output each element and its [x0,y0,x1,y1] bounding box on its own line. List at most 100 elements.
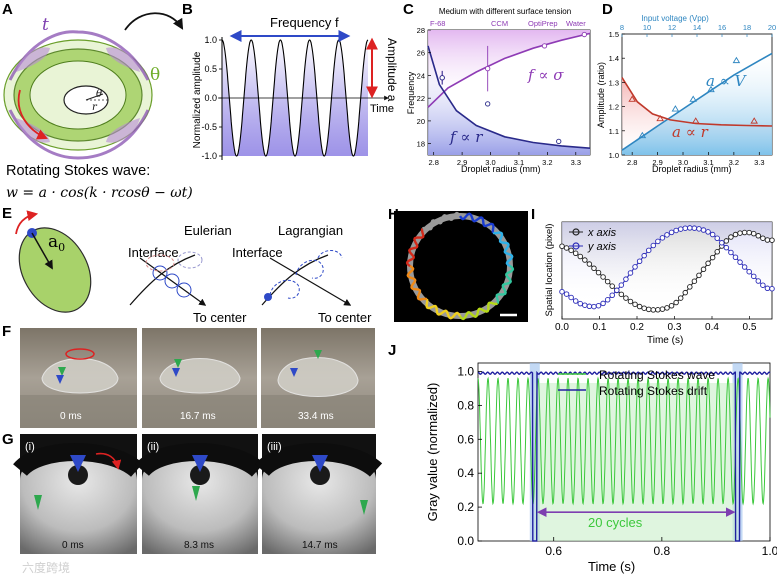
a-t-label: t [42,15,49,35]
d-xtick-label: 3.0 [678,158,688,167]
panel-b: Normalized amplitude 1.0 0.5 0.0 -0.5 -1.0 F… [192,15,399,161]
panel-a: t θ θ r Rotating Stokes wave: w = a · co… [3,12,193,201]
i-point [600,300,606,307]
c-point [541,43,548,49]
i-point [609,283,615,289]
d-xtick-label: 2.9 [652,158,662,167]
j-ytick-label: 0.4 [457,466,474,480]
c-ann-sigma: f ∝ σ [527,66,564,84]
i-point [755,233,762,239]
d-xtick-label: 2.8 [627,158,637,167]
a-wave-title: Rotating Stokes wave: [6,163,150,179]
g-frame-2: (ii) 8.3 ms [135,434,265,554]
i-point [623,276,629,282]
j-series-drift [477,370,771,542]
d-point [671,105,680,112]
j-series-wave [477,376,771,506]
i-point [673,227,679,234]
d-point [656,114,664,122]
i-legend-x: x axis [587,227,617,239]
e-a0-label: a0 [48,232,65,254]
panel-letter-b: B [182,1,193,18]
i-point [723,238,730,244]
i-point [769,285,775,292]
h-ring-segment [425,298,461,320]
i-point [677,226,684,232]
g-time-3: 14.7 ms [302,540,338,551]
panel-letter-j: J [388,342,396,359]
j-ytick-label: 0.2 [457,500,474,514]
c-ytick-label: 24 [417,71,425,80]
d-point [707,85,715,93]
i-point [737,230,743,236]
g-frame-1: (i) 0 ms [13,434,143,554]
d-top-title: Input voltage (Vpp) [641,14,709,23]
d-ytick-label: 1.4 [609,54,619,63]
g-label-3: (iii) [267,441,282,453]
j-legend-wave: Rotating Stokes wave [599,368,715,382]
i-point [577,253,584,260]
h-ring-segment [405,228,425,267]
h-ring-segment [459,212,495,234]
d-toptick-label: 20 [768,23,776,32]
d-point [638,131,647,139]
panel-letter-g: G [2,431,14,448]
i-point [668,302,675,309]
d-fill [622,53,772,155]
d-ytick-label: 1.0 [609,151,619,160]
c-xtick-label: 3.0 [485,158,495,167]
e-lagrangian-title: Lagrangian [278,223,343,238]
c-point [581,31,587,38]
i-point [627,298,634,305]
h-ring-segment [459,301,498,321]
i-point [582,302,588,308]
d-ytick-label: 1.1 [609,127,619,136]
c-ytick-label: 22 [417,94,425,103]
i-point [636,303,643,310]
c-point [439,75,445,81]
c-xtick-label: 3.3 [571,158,581,167]
f-time-3: 33.4 ms [298,411,334,422]
i-xtick-label: 0.4 [705,322,719,333]
d-toptick-label: 10 [643,23,651,32]
i-point [696,226,702,232]
i-point [696,272,702,279]
i-point [586,261,593,267]
i-point [769,237,775,243]
g-label-1: (i) [25,441,35,453]
g-time-2: 8.3 ms [184,540,214,551]
d-ann-r: a ∝ r [672,123,709,141]
c-xtick-label: 3.1 [514,158,524,167]
a-theta-label: θ [150,65,160,85]
panel-c: Medium with different surface tension F-… [406,7,591,174]
i-point [750,230,757,237]
watermark: 六度跨境 [22,560,70,575]
panel-d: Input voltage (Vpp) 2.8 2.9 3.0 3.1 3.2 3.3 1.… [596,14,776,174]
d-ytick-label: 1.5 [609,30,619,39]
i-point [582,257,588,263]
f-time-1: 0 ms [60,411,82,422]
i-point [732,254,739,260]
j-legend-drift: Rotating Stokes drift [599,384,708,398]
i-ylabel: Spatial location (pixel) [544,224,555,317]
i-point [591,265,597,272]
c-xlabel: Droplet radius (mm) [461,164,541,174]
a-inner-theta: θ [96,89,102,100]
i-point [645,247,652,254]
b-ytick-label: 0.0 [204,93,217,103]
i-point [604,297,611,303]
c-point [485,65,491,72]
i-point [746,268,752,275]
d-ylabel: Amplitude (ratio) [596,62,606,128]
c-top-title: Medium with different surface tension [439,7,571,16]
i-point [714,249,720,255]
g-frame-3: (iii) 14.7 ms [255,434,383,554]
i-point [623,295,629,301]
panel-i: 0.0 0.1 0.2 0.3 0.4 0.5 x axis y axis Time (s… [544,221,775,346]
i-point [691,278,698,284]
e-to-center-2: To center [318,310,372,325]
i-xtick-label: 0.3 [668,322,682,333]
j-xtick-label: 0.6 [545,544,562,558]
d-xtick-label: 3.3 [754,158,764,167]
i-point [641,305,647,311]
